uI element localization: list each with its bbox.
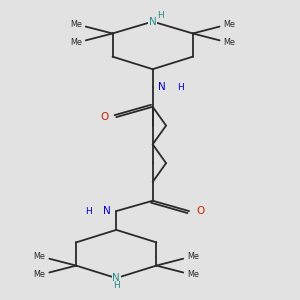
Text: Me: Me [223, 38, 235, 47]
Text: Me: Me [70, 38, 82, 47]
Text: H: H [113, 281, 120, 290]
Text: Me: Me [34, 271, 46, 280]
Text: Me: Me [70, 20, 82, 28]
Text: H: H [85, 207, 92, 216]
Text: H: H [157, 11, 164, 20]
Text: N: N [112, 273, 120, 283]
Text: N: N [158, 82, 166, 92]
Text: O: O [197, 206, 205, 216]
Text: Me: Me [187, 271, 199, 280]
Text: N: N [103, 206, 110, 216]
Text: Me: Me [187, 252, 199, 261]
Text: N: N [149, 16, 157, 27]
Text: Me: Me [223, 20, 235, 28]
Text: Me: Me [34, 252, 46, 261]
Text: H: H [177, 83, 184, 92]
Text: O: O [100, 112, 109, 122]
